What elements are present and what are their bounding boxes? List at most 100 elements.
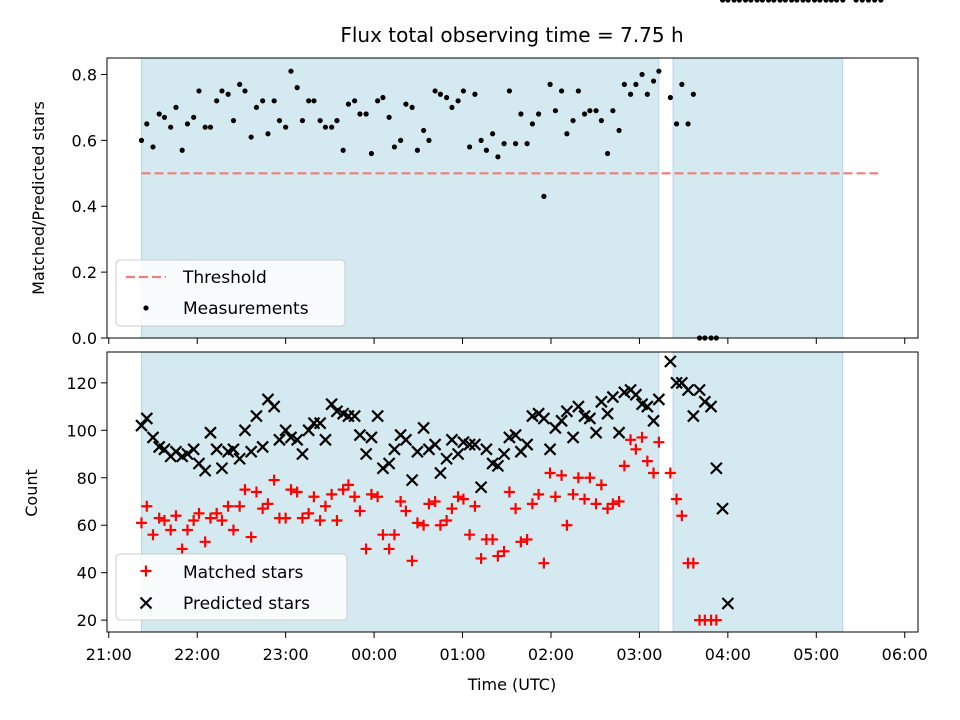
measurement-point [679,81,685,87]
measurement-point [598,117,604,124]
matched-star-point [636,431,648,443]
predicted-star-point [468,438,482,451]
measurement-point [817,0,823,3]
legend-predicted-label: Predicted stars [183,594,310,614]
matched-star-point [199,536,211,548]
predicted-star-point [497,447,511,461]
measurement-point [237,81,243,87]
predicted-star-point [710,461,723,475]
matched-star-point [291,486,303,498]
predicted-star-point [491,459,505,473]
matched-star-point [457,493,469,505]
measurement-point [375,98,381,104]
measurement-point [731,0,737,3]
measurement-point [444,94,450,101]
x-tick-label: 23:00 [263,645,309,664]
matched-star-point [653,436,665,448]
matched-star-point [510,503,522,515]
matched-star-point [296,512,308,524]
matched-star-point [314,514,326,526]
measurement-point [765,0,772,3]
observing-window-2 [672,57,844,339]
count-y-tick-label: 60 [77,516,97,535]
measurement-point [633,81,639,87]
predicted-star-point [704,400,718,413]
matched-star-point [153,512,165,524]
matched-star-point [319,500,331,512]
matched-star-point [572,472,584,484]
measurement-point [299,117,306,124]
matched-star-point [388,529,400,541]
measurement-point [276,117,283,124]
ratio-y-axis-label: Matched/Predicted stars [29,101,48,295]
measurement-point [472,91,478,97]
measurement-point [604,150,611,157]
predicted-star-point [399,433,413,447]
matched-star-point [280,512,292,524]
predicted-star-point [204,426,217,439]
measurement-point [490,131,496,137]
predicted-star-point [606,390,620,404]
measurement-point [421,127,427,134]
measurement-point [673,121,680,127]
measurement-point [552,108,558,114]
matched-star-point [360,543,372,555]
measurement-point [386,114,392,120]
x-tick-label: 04:00 [705,645,751,664]
matched-star-point [303,507,315,519]
legend-measurements-swatch [143,305,149,311]
x-tick-label: 02:00 [528,645,574,664]
measurement-point [329,124,335,130]
predicted-star-point [681,383,695,397]
measurement-point [656,68,662,74]
predicted-star-point [647,414,660,428]
predicted-star-point [382,457,396,470]
legend-measurements-label: Measurements [183,299,309,319]
measurement-point [334,117,340,124]
measurement-point [690,91,696,97]
predicted-star-point [555,414,568,428]
matched-star-point [176,543,188,555]
measurement-point [403,101,409,107]
measurement-point [345,101,352,107]
predicted-star-point [463,438,476,451]
measurement-point [398,137,404,143]
count-y-axis-label: Count [22,469,41,517]
matched-star-point [227,524,239,536]
matched-star-point [464,529,476,541]
measurement-point [828,0,834,3]
measurement-point [610,108,616,114]
matched-star-point [165,524,177,536]
measurement-point [736,0,742,3]
matched-star-point [211,507,223,519]
predicted-star-point [244,445,258,458]
matched-star-point [222,500,234,512]
measurement-point [685,121,691,127]
predicted-star-point [560,405,574,418]
measurement-point [242,88,248,94]
count-y-tick-label: 80 [77,469,97,488]
count-plot-frame [106,351,919,633]
measurement-point [260,98,266,104]
count-legend-box [115,553,348,621]
matched-star-point [216,514,228,526]
observing-window-2 [672,351,844,633]
matched-star-point [170,510,182,522]
matched-star-point [671,493,683,505]
matched-star-point [250,486,262,498]
measurement-point [455,98,461,104]
matched-star-point [147,529,159,541]
predicted-star-point [371,409,384,423]
predicted-star-point [445,433,459,447]
measurement-point [811,0,818,3]
predicted-star-point [595,395,608,409]
measurement-point [207,124,214,130]
measurement-point [173,104,179,111]
measurement-point [248,134,254,140]
measurement-point [196,88,202,94]
measurement-point [719,0,726,3]
measurement-point [437,91,444,97]
matched-star-point [418,519,430,531]
measurement-point [357,111,363,117]
measurement-point [144,121,150,127]
